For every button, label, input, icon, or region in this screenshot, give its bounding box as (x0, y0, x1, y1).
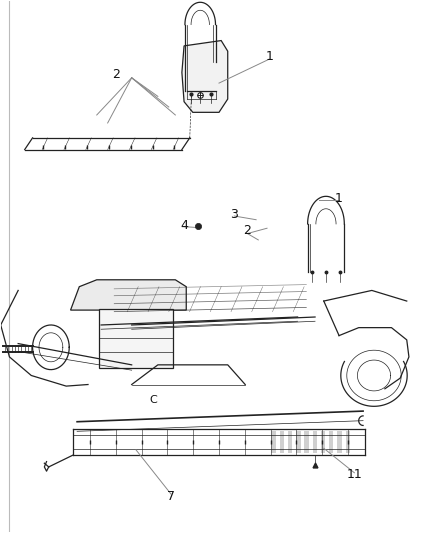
Bar (321, 431, 325, 453)
Bar (304, 431, 309, 453)
Polygon shape (182, 41, 228, 112)
Bar (279, 431, 284, 453)
Bar (272, 431, 276, 453)
Polygon shape (99, 309, 173, 368)
Bar (296, 431, 300, 453)
Bar (288, 431, 292, 453)
Text: 7: 7 (167, 490, 175, 503)
Text: 4: 4 (180, 219, 188, 231)
Text: C: C (150, 395, 157, 406)
Text: 1: 1 (265, 50, 273, 63)
Text: 3: 3 (230, 208, 238, 221)
Polygon shape (71, 280, 186, 310)
Bar (329, 431, 333, 453)
Text: 1: 1 (335, 192, 343, 205)
Text: 11: 11 (346, 469, 362, 481)
Bar (313, 431, 317, 453)
Bar (346, 431, 350, 453)
Text: 2: 2 (244, 224, 251, 237)
Text: 2: 2 (113, 68, 120, 80)
Bar (337, 431, 342, 453)
